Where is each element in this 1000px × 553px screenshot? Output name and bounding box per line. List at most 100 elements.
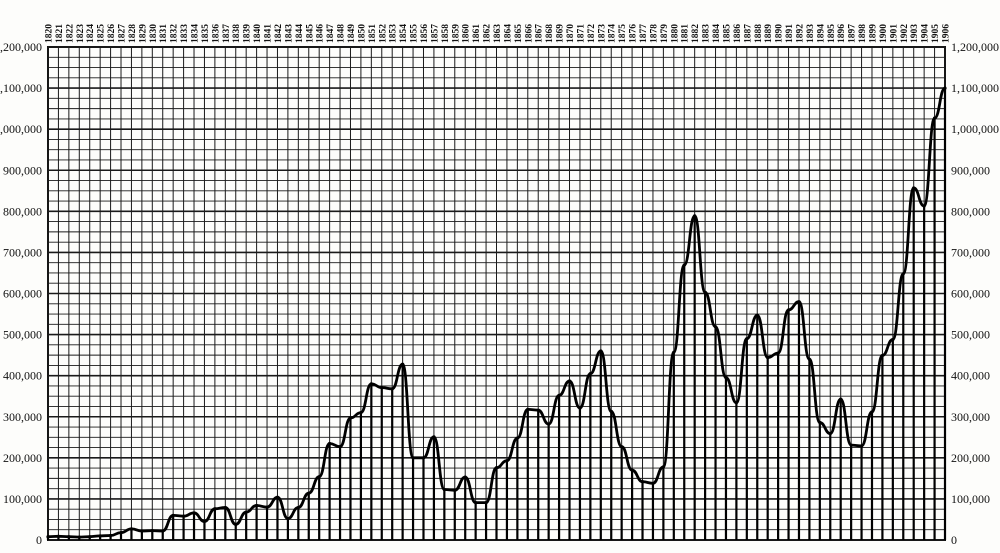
x-tick-label: 1894 (816, 24, 826, 43)
x-tick-label: 1832 (170, 24, 180, 43)
data-point (536, 408, 540, 412)
data-point (46, 535, 50, 539)
y-tick-label-right: 900,000 (951, 163, 990, 177)
x-tick-label: 1820 (45, 24, 55, 43)
x-tick-label: 1877 (639, 24, 649, 43)
y-tick-label-right: 700,000 (951, 245, 990, 259)
x-tick-label: 1829 (138, 24, 148, 43)
x-tick-label: 1879 (660, 24, 670, 43)
data-point (682, 263, 686, 267)
y-tick-label-left: 900,000 (3, 163, 42, 177)
data-point (547, 422, 551, 426)
data-point (453, 488, 457, 492)
x-tick-label: 1885 (723, 24, 733, 43)
x-tick-label: 1876 (629, 24, 639, 43)
x-tick-label: 1906 (942, 24, 952, 43)
x-tick-label: 1866 (524, 24, 534, 43)
data-point (150, 528, 154, 533)
x-tick-label: 1852 (378, 24, 388, 43)
y-tick-label-right: 800,000 (951, 204, 990, 218)
x-tick-label: 1883 (702, 24, 712, 43)
data-point (891, 337, 895, 342)
y-tick-label-right: 200,000 (951, 451, 990, 465)
data-point (786, 308, 791, 312)
x-tick-label: 1857 (430, 24, 440, 43)
data-point (223, 505, 227, 510)
y-tick-label-left: 0 (36, 533, 42, 547)
data-point (390, 387, 394, 391)
data-point (369, 382, 373, 386)
x-tick-label: 1830 (149, 24, 159, 43)
y-tick-label-left: 600,000 (3, 287, 42, 301)
x-tick-label: 1886 (733, 24, 743, 43)
data-point (411, 456, 415, 460)
data-point (432, 435, 436, 439)
data-point (818, 420, 822, 425)
x-tick-label: 1896 (837, 24, 847, 43)
x-tick-label: 1850 (357, 24, 367, 43)
y-tick-label-right: 300,000 (951, 410, 990, 424)
y-tick-label-right: 1,200,000 (951, 40, 999, 54)
data-point (912, 186, 916, 190)
x-tick-label: 1891 (785, 24, 795, 43)
x-tick-label: 1861 (472, 24, 482, 43)
y-tick-label-left: 800,000 (3, 204, 42, 218)
x-tick-label: 1897 (848, 24, 858, 43)
y-axis-labels-right: 0 100,000 200,000 300,000 400,000 500,000 600,… (951, 40, 999, 547)
x-tick-label: 1890 (775, 24, 785, 43)
data-point (192, 511, 196, 515)
data-point (505, 459, 509, 463)
x-tick-label: 1882 (691, 24, 701, 43)
data-point (77, 535, 81, 539)
data-point (401, 362, 405, 366)
data-point (171, 513, 175, 517)
x-tick-label: 1860 (462, 24, 472, 43)
x-tick-label: 1900 (879, 24, 889, 43)
data-point (181, 514, 186, 518)
x-tick-label: 1875 (618, 24, 628, 43)
data-point (578, 406, 582, 410)
x-tick-label: 1840 (253, 24, 263, 43)
x-tick-label: 1864 (503, 24, 513, 43)
x-tick-label: 1858 (441, 24, 451, 43)
x-tick-label: 1843 (284, 24, 294, 43)
data-point (67, 535, 71, 539)
data-point (202, 519, 207, 524)
x-tick-label: 1859 (451, 24, 461, 43)
x-tick-label: 1905 (931, 24, 941, 43)
data-point (630, 468, 634, 472)
y-tick-label-left: 500,000 (3, 328, 42, 342)
data-point (766, 355, 770, 360)
data-point (348, 416, 353, 420)
x-tick-label: 1901 (889, 24, 899, 43)
x-tick-label: 1899 (869, 24, 879, 43)
x-tick-label: 1845 (305, 24, 315, 43)
y-tick-label-right: 600,000 (951, 287, 990, 301)
x-tick-label: 1873 (597, 24, 607, 43)
x-tick-label: 1853 (389, 24, 399, 43)
x-tick-label: 1880 (670, 24, 680, 43)
y-axis-labels-left: 0 100,000 200,000 300,000 400,000 500,000 600,… (0, 40, 42, 547)
x-tick-label: 1838 (232, 24, 242, 43)
value-drop-lines (46, 88, 947, 540)
data-point (255, 503, 259, 508)
data-point (922, 204, 926, 208)
x-tick-label: 1835 (201, 24, 211, 43)
x-tick-label: 1892 (796, 24, 806, 43)
data-point (588, 372, 592, 376)
x-tick-label: 1831 (159, 24, 169, 43)
x-tick-label: 1851 (368, 24, 378, 43)
x-tick-label: 1856 (420, 24, 430, 43)
data-point (651, 481, 655, 485)
x-tick-label: 1881 (681, 24, 691, 43)
x-tick-label: 1849 (347, 24, 357, 43)
data-point (713, 325, 718, 329)
x-tick-label: 1874 (608, 24, 618, 43)
data-point (693, 214, 697, 218)
data-point (98, 534, 102, 538)
x-tick-label: 1862 (483, 24, 493, 43)
data-point (515, 436, 519, 440)
x-tick-label: 1893 (806, 24, 816, 43)
x-tick-label: 1824 (86, 24, 96, 43)
data-point (161, 529, 165, 533)
